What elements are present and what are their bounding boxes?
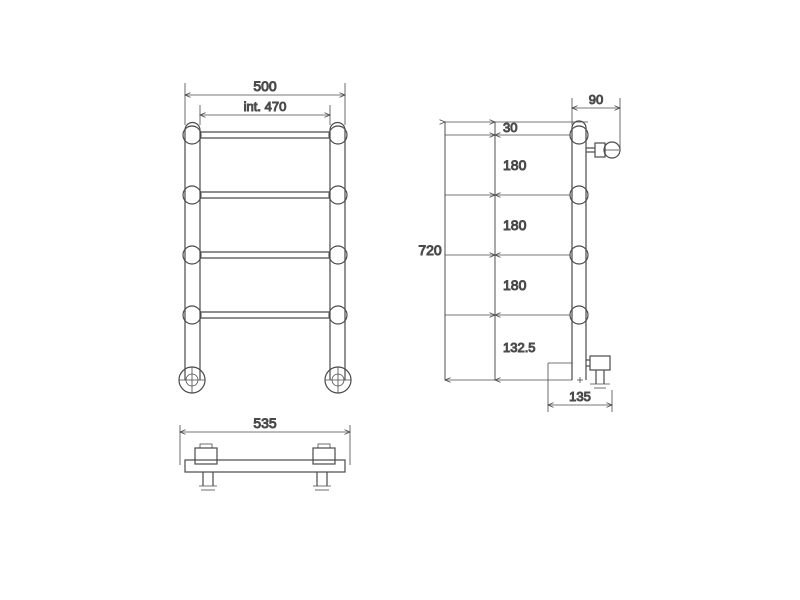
dim-label: 30 bbox=[503, 120, 517, 135]
dim-label: 500 bbox=[253, 78, 277, 94]
dim-180c: 180 bbox=[495, 255, 527, 315]
dim-1325: 132.5 bbox=[495, 315, 536, 380]
front-valves bbox=[179, 367, 351, 393]
dimension-drawing: 500 int. 470 535 bbox=[0, 0, 800, 600]
dim-180a: 180 bbox=[495, 135, 527, 195]
dim-int470: int. 470 bbox=[200, 99, 330, 125]
dim-label: int. 470 bbox=[244, 99, 287, 114]
top-view: 535 bbox=[180, 415, 350, 490]
side-valve bbox=[577, 356, 610, 388]
dim-720: 720 bbox=[418, 122, 445, 380]
wall-bracket bbox=[586, 142, 620, 158]
dim-180b: 180 bbox=[495, 195, 527, 255]
front-rails bbox=[183, 126, 347, 324]
dim-label: 135 bbox=[569, 389, 591, 404]
side-view: 720 30 180 180 180 132.5 90 bbox=[418, 92, 620, 412]
dim-label: 720 bbox=[418, 242, 442, 258]
dim-535: 535 bbox=[180, 415, 350, 465]
dim-label: 535 bbox=[253, 415, 277, 431]
dim-label: 90 bbox=[589, 92, 603, 107]
front-view: 500 int. 470 bbox=[179, 78, 351, 393]
dim-label: 132.5 bbox=[503, 340, 536, 355]
dim-label: 180 bbox=[503, 157, 527, 173]
dim-label: 180 bbox=[503, 217, 527, 233]
dim-label: 180 bbox=[503, 277, 527, 293]
